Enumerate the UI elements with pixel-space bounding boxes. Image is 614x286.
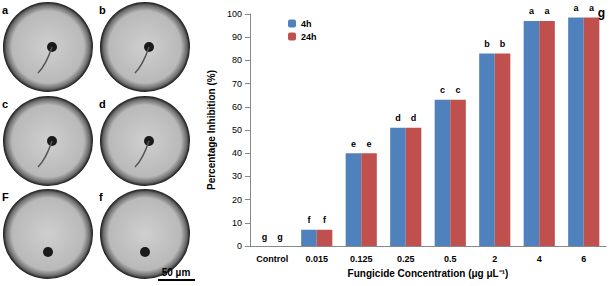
svg-text:F: F — [2, 191, 9, 203]
svg-text:g: g — [598, 6, 605, 20]
svg-text:f: f — [307, 215, 311, 225]
svg-text:d: d — [99, 98, 106, 110]
svg-text:a: a — [573, 3, 579, 13]
svg-text:f: f — [99, 191, 103, 203]
svg-text:80: 80 — [232, 55, 242, 65]
svg-text:d: d — [411, 113, 417, 123]
svg-text:e: e — [367, 139, 372, 149]
svg-text:a: a — [529, 6, 535, 16]
svg-text:a: a — [589, 3, 595, 13]
svg-text:4h: 4h — [301, 19, 312, 29]
svg-text:c: c — [2, 98, 8, 110]
svg-text:0: 0 — [237, 241, 242, 251]
svg-text:e: e — [351, 139, 356, 149]
svg-text:Percentage Inhibition (%): Percentage Inhibition (%) — [206, 70, 217, 190]
svg-text:0.5: 0.5 — [444, 254, 457, 264]
svg-text:60: 60 — [232, 102, 242, 112]
svg-text:90: 90 — [232, 32, 242, 42]
svg-text:d: d — [395, 113, 401, 123]
svg-text:c: c — [440, 85, 445, 95]
svg-text:b: b — [500, 39, 506, 49]
svg-text:4: 4 — [537, 254, 542, 264]
svg-text:a: a — [2, 4, 9, 16]
svg-text:10: 10 — [232, 218, 242, 228]
svg-text:f: f — [323, 215, 327, 225]
svg-text:0.125: 0.125 — [350, 254, 373, 264]
svg-text:2: 2 — [492, 254, 497, 264]
svg-text:c: c — [456, 85, 461, 95]
svg-text:6: 6 — [581, 254, 586, 264]
svg-text:24h: 24h — [301, 32, 317, 42]
svg-text:g: g — [262, 232, 268, 242]
svg-text:100: 100 — [227, 9, 242, 19]
svg-text:20: 20 — [232, 195, 242, 205]
svg-text:0.015: 0.015 — [305, 254, 328, 264]
svg-text:Fungicide Concentration (μg μL: Fungicide Concentration (μg μL⁻¹) — [348, 268, 509, 279]
svg-text:0.25: 0.25 — [397, 254, 415, 264]
svg-text:40: 40 — [232, 148, 242, 158]
svg-text:g: g — [277, 232, 283, 242]
svg-text:a: a — [545, 6, 551, 16]
svg-text:30: 30 — [232, 171, 242, 181]
svg-text:b: b — [484, 39, 490, 49]
svg-text:70: 70 — [232, 79, 242, 89]
svg-text:50: 50 — [232, 125, 242, 135]
svg-text:b: b — [99, 4, 106, 16]
svg-text:Control: Control — [256, 254, 288, 264]
svg-text:50 µm: 50 µm — [162, 267, 191, 278]
